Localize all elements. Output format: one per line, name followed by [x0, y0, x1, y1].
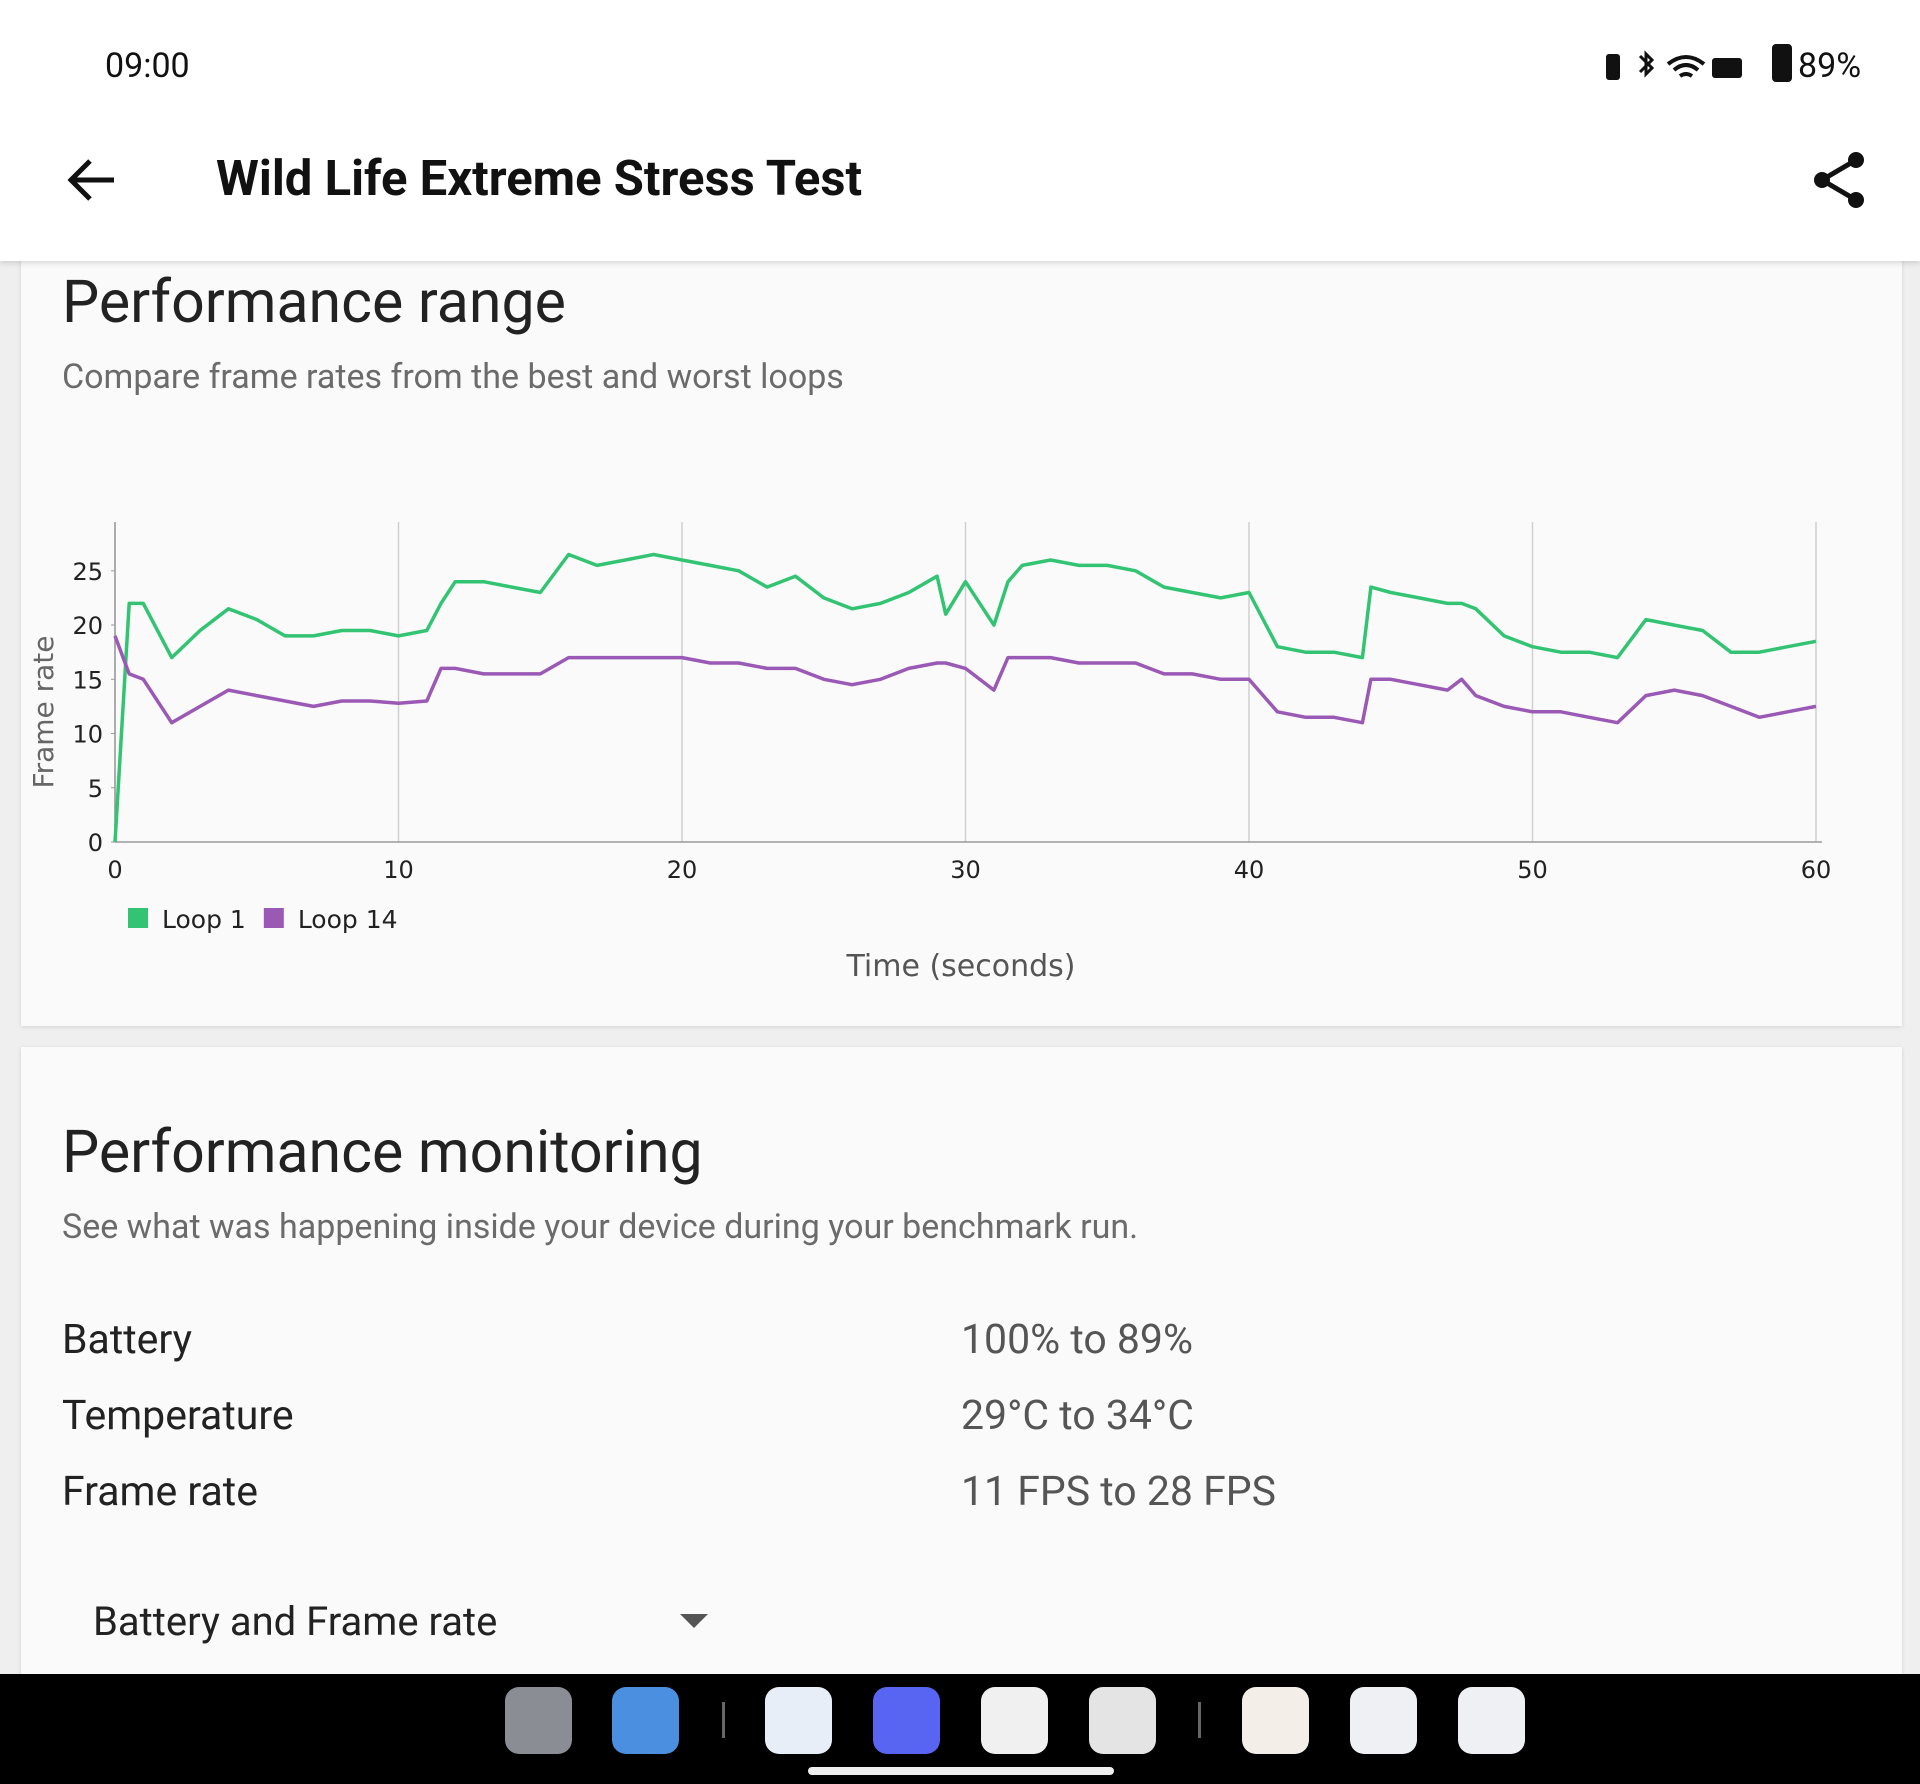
app-drawer-icon[interactable] — [505, 1687, 572, 1754]
y-tick-label: 25 — [72, 558, 103, 586]
row-label: Frame rate — [62, 1468, 258, 1516]
chart: 0 10 20 30 40 50 60 0 5 10 15 20 25 Frame rate Time (s… — [27, 522, 1832, 984]
phone-icon[interactable] — [765, 1687, 832, 1754]
files-icon[interactable] — [612, 1687, 679, 1754]
monitor-subtitle: See what was happening inside your devic… — [62, 1207, 1139, 1247]
row-label: Battery — [62, 1316, 193, 1364]
series-line — [113, 635, 1817, 725]
row-value: 29°C to 34°C — [961, 1392, 1194, 1440]
status-icons-svg — [1606, 50, 1742, 80]
chrome-icon[interactable] — [981, 1687, 1048, 1754]
legend-label: Loop 1 — [162, 905, 246, 934]
y-tick-label: 15 — [72, 666, 103, 694]
3dmark-icon[interactable] — [1242, 1687, 1309, 1754]
status-battery: 89% — [1798, 46, 1862, 86]
y-tick-label: 10 — [72, 721, 103, 749]
dropdown-arrow[interactable] — [680, 1612, 708, 1630]
discord-icon[interactable] — [873, 1687, 940, 1754]
x-tick-label: 0 — [107, 856, 122, 884]
share-button[interactable] — [1812, 150, 1868, 210]
app-title: Wild Life Extreme Stress Test — [216, 150, 863, 207]
y-tick-label: 20 — [72, 612, 103, 640]
legend-label: Loop 14 — [298, 905, 398, 934]
play-store-icon[interactable] — [1350, 1687, 1417, 1754]
battery-icon — [1772, 44, 1792, 82]
nav-bar — [0, 1674, 1920, 1784]
monitor-card — [21, 1047, 1902, 1747]
monitor-title: Performance monitoring — [62, 1118, 703, 1187]
legend-swatch — [128, 908, 148, 928]
y-tick-label: 0 — [88, 829, 103, 857]
x-tick-label: 50 — [1517, 856, 1548, 884]
x-tick-label: 40 — [1234, 856, 1265, 884]
x-tick-label: 10 — [383, 856, 414, 884]
app-bar: 09:00 89% Wild Life Extreme Stress Test — [0, 0, 1920, 261]
x-tick-label: 60 — [1801, 856, 1832, 884]
range-subtitle: Compare frame rates from the best and wo… — [62, 357, 844, 397]
camera-icon[interactable] — [1089, 1687, 1156, 1754]
row-label: Temperature — [62, 1392, 294, 1440]
x-tick-label: 20 — [667, 856, 698, 884]
dropdown[interactable]: Battery and Frame rate — [93, 1598, 498, 1645]
status-time: 09:00 — [105, 46, 190, 86]
range-card — [21, 230, 1902, 1026]
y-axis-label: Frame rate — [27, 635, 60, 788]
status-icons — [1600, 50, 1750, 84]
row-value: 11 FPS to 28 FPS — [961, 1468, 1276, 1516]
x-tick-label: 30 — [950, 856, 981, 884]
back-button[interactable] — [66, 155, 118, 205]
home-indicator — [808, 1767, 1114, 1775]
series-line — [113, 552, 1817, 843]
drive-icon[interactable] — [1458, 1687, 1525, 1754]
x-axis-label: Time (seconds) — [846, 949, 1076, 984]
divider — [1198, 1702, 1201, 1738]
row-value: 100% to 89% — [961, 1316, 1194, 1364]
y-tick-label: 5 — [88, 775, 103, 803]
legend-swatch — [263, 908, 284, 928]
divider — [722, 1702, 725, 1738]
range-title: Performance range — [62, 268, 566, 337]
